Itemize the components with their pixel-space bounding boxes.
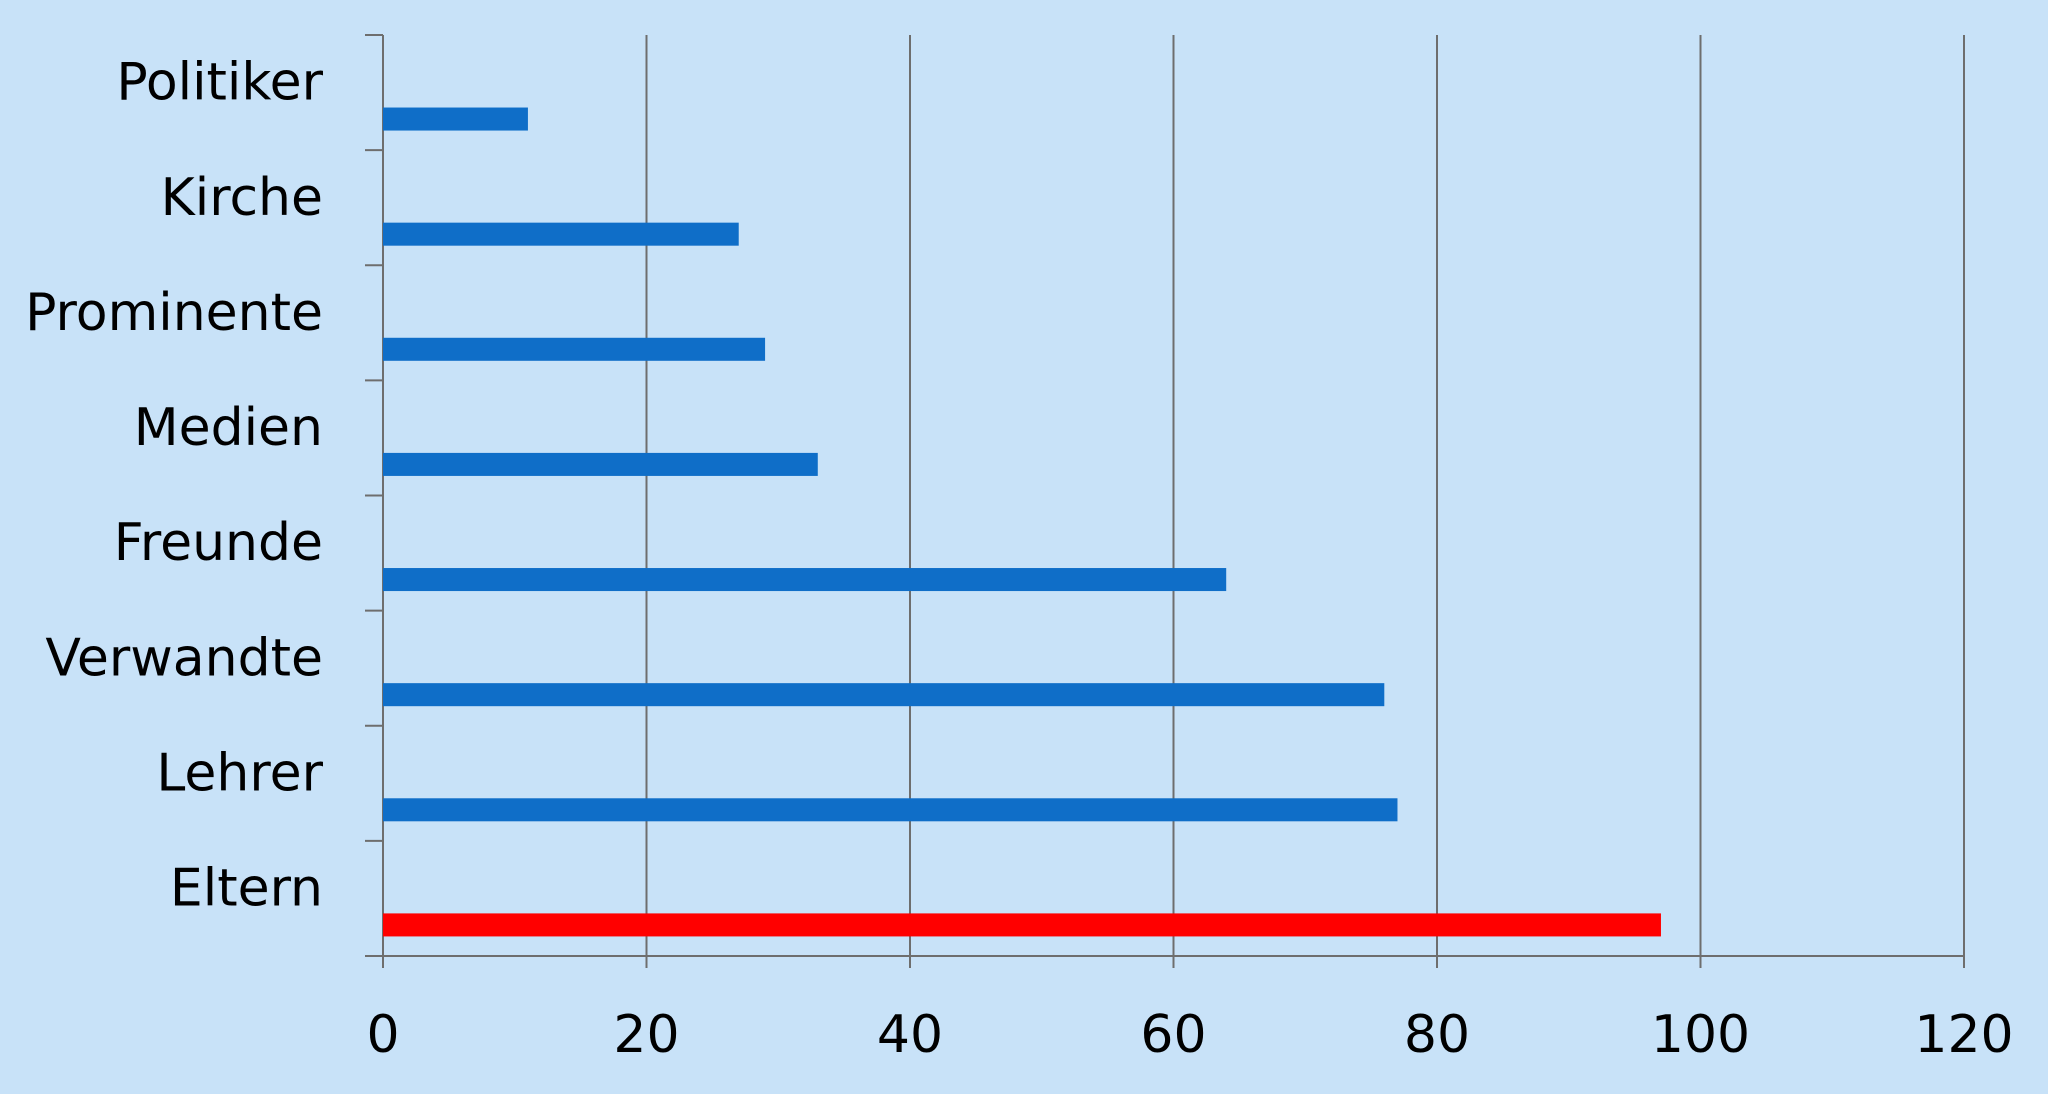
x-tick-label: 60 bbox=[1140, 1005, 1206, 1065]
bar bbox=[383, 913, 1661, 937]
x-tick-label: 0 bbox=[366, 1005, 399, 1065]
x-tick-label: 20 bbox=[613, 1005, 679, 1065]
y-tick-label: Freunde bbox=[114, 513, 323, 573]
y-tick-label: Eltern bbox=[170, 859, 323, 919]
bar bbox=[383, 568, 1227, 592]
bar bbox=[383, 798, 1398, 822]
x-tick-label: 100 bbox=[1651, 1005, 1750, 1065]
y-tick-label: Medien bbox=[134, 398, 323, 458]
bar bbox=[383, 107, 528, 131]
x-tick-label: 40 bbox=[877, 1005, 943, 1065]
x-tick-label: 120 bbox=[1914, 1005, 2013, 1065]
y-tick-label: Politiker bbox=[116, 53, 323, 113]
y-tick-label: Verwandte bbox=[45, 628, 323, 688]
bar bbox=[383, 222, 739, 246]
x-tick-label: 80 bbox=[1404, 1005, 1470, 1065]
y-tick-label: Prominente bbox=[25, 283, 323, 343]
bar bbox=[383, 452, 818, 476]
y-tick-label: Kirche bbox=[161, 168, 323, 228]
y-tick-label: Lehrer bbox=[156, 743, 323, 803]
bar bbox=[383, 337, 766, 361]
bar bbox=[383, 683, 1385, 707]
